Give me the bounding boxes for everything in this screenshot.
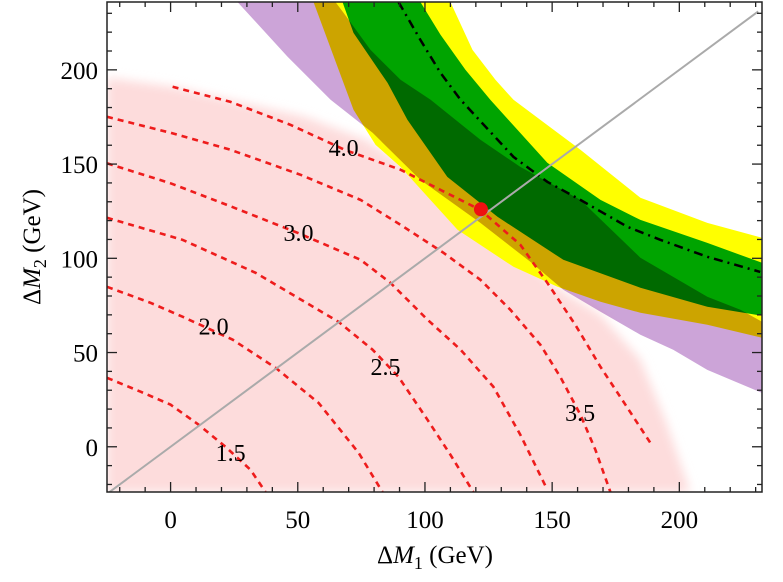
y-tick-label: 0: [86, 435, 99, 462]
contour-label: 2.0: [199, 315, 229, 341]
contour-line-1.5: [107, 376, 267, 492]
y-tick-label: 200: [61, 58, 99, 85]
y-tick-label: 100: [61, 246, 99, 273]
contour-label: 3.0: [284, 221, 314, 247]
contour-line-2.5: [107, 216, 475, 492]
diagonal-line: [107, 10, 759, 492]
contour-labels: 1.5 2.0 2.5 3.0 3.5 4.0: [199, 136, 596, 467]
tick-labels: 0 50 100 150 200 0 50 100 150 200: [61, 58, 699, 534]
dashdot-line: [397, 2, 761, 274]
plot-frame: [106, 1, 763, 493]
x-tick-label: 0: [164, 507, 177, 534]
x-tick-label: 50: [285, 507, 310, 534]
y-tick-label: 50: [73, 341, 98, 368]
contour-label: 2.5: [371, 355, 401, 381]
contour-label: 3.5: [565, 401, 595, 427]
contour-label: 4.0: [329, 136, 359, 162]
pink-region: [107, 77, 691, 492]
y-axis-label: ΔM2 (GeV): [19, 189, 50, 305]
best-fit-point: [473, 202, 488, 217]
plot-area: 1.5 2.0 2.5 3.0 3.5 4.0: [107, 2, 762, 492]
x-tick-label: 200: [661, 507, 699, 534]
purple-band: [237, 2, 762, 393]
y-tick-label: 150: [61, 152, 99, 179]
x-tick-label: 100: [406, 507, 444, 534]
contour-line-3.5: [107, 115, 612, 492]
x-tick-label: 150: [533, 507, 571, 534]
x-axis-label: ΔM1 (GeV): [377, 542, 493, 573]
contour-label: 1.5: [216, 441, 246, 467]
axis-ticks: [107, 2, 762, 492]
